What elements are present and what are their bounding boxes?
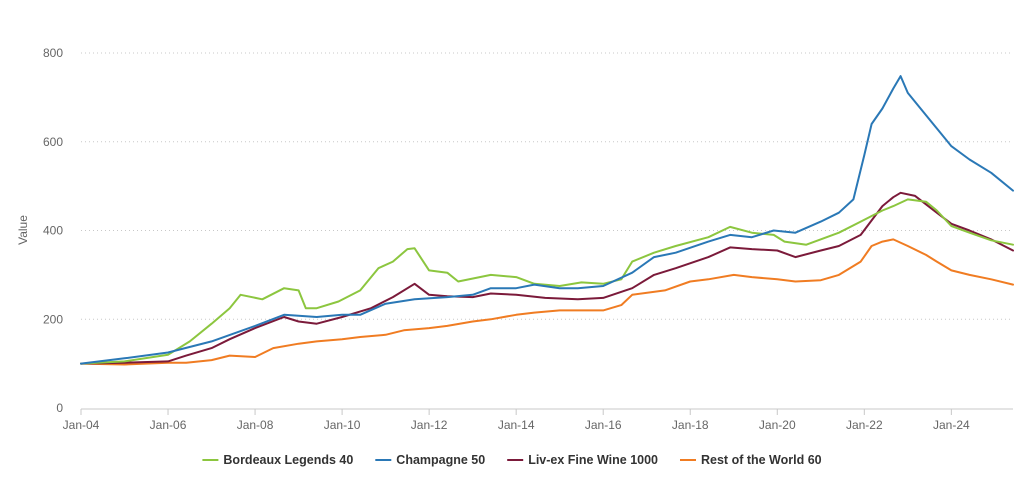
x-tick-label: Jan-12	[411, 418, 448, 432]
y-axis-ticks: 0 200 400 600 800	[43, 46, 63, 415]
x-tick-label: Jan-06	[150, 418, 187, 432]
x-tick-label: Jan-14	[498, 418, 535, 432]
y-axis-title: Value	[16, 215, 30, 245]
legend-item-rest-of-the-world-60[interactable]: Rest of the World 60	[680, 453, 822, 467]
legend-item-liv-ex-fine-wine-1000[interactable]: Liv-ex Fine Wine 1000	[507, 453, 658, 467]
x-tick-label: Jan-08	[237, 418, 274, 432]
x-tick-label: Jan-22	[846, 418, 883, 432]
x-tick-label: Jan-10	[324, 418, 361, 432]
series-lines	[80, 75, 1014, 366]
series-line-champagne-50[interactable]	[80, 75, 1014, 365]
y-tick-label: 600	[43, 135, 63, 149]
y-tick-label: 0	[56, 401, 63, 415]
grid-lines	[81, 52, 1013, 320]
x-tick-label: Jan-04	[63, 418, 100, 432]
legend-label: Champagne 50	[396, 453, 485, 467]
x-tick-label: Jan-24	[933, 418, 970, 432]
y-tick-label: 800	[43, 46, 63, 60]
x-tick-label: Jan-20	[759, 418, 796, 432]
x-axis-ticks: Jan-04 Jan-06 Jan-08 Jan-10 Jan-12 Jan-14 Jan-…	[63, 409, 970, 432]
legend-label: Bordeaux Legends 40	[223, 453, 353, 467]
legend-label: Rest of the World 60	[701, 453, 822, 467]
series-line-liv-ex-fine-wine-1000[interactable]	[80, 191, 1014, 365]
y-tick-label: 200	[43, 312, 63, 326]
x-tick-label: Jan-18	[672, 418, 709, 432]
legend[interactable]: Bordeaux Legends 40 Champagne 50 Liv-ex Fi…	[202, 453, 822, 467]
legend-item-bordeaux-legends-40[interactable]: Bordeaux Legends 40	[202, 453, 353, 467]
y-tick-label: 400	[43, 224, 63, 238]
legend-item-champagne-50[interactable]: Champagne 50	[375, 453, 485, 467]
series-line-rest-of-the-world-60[interactable]	[80, 238, 1014, 366]
legend-label: Liv-ex Fine Wine 1000	[528, 453, 658, 467]
x-tick-label: Jan-16	[585, 418, 622, 432]
series-line-bordeaux-legends-40[interactable]	[80, 198, 1014, 365]
